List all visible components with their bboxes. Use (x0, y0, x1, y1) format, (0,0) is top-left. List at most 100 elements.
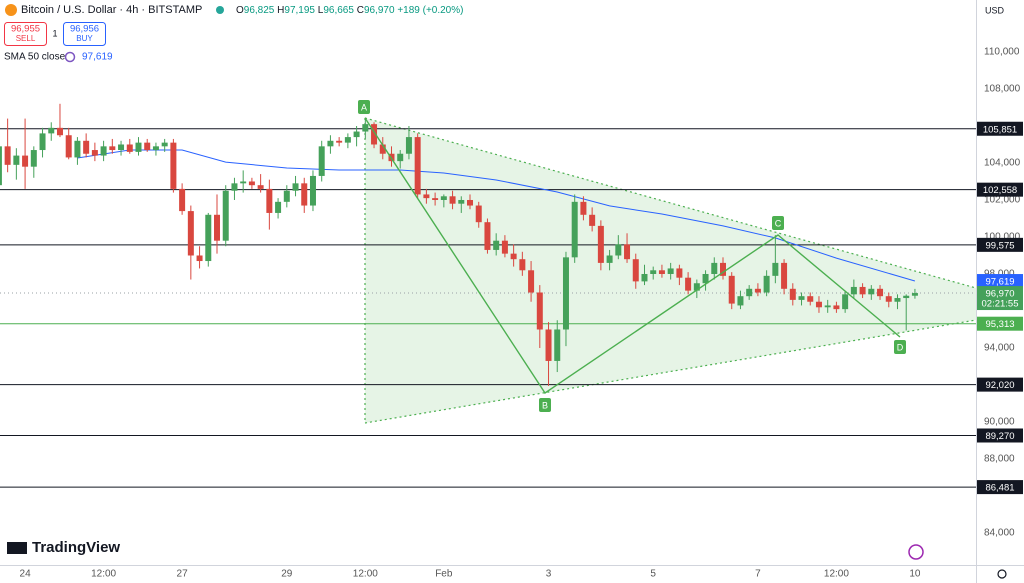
level-tag: 102,558 (983, 185, 1017, 196)
candle-body (56, 127, 63, 136)
sma-line (77, 149, 916, 282)
legend-change: +189 (+0.20%) (397, 5, 463, 16)
candle-body (501, 240, 508, 254)
legend-key: L (318, 5, 324, 16)
level-tag: 89,270 (985, 431, 1014, 442)
candle-body (580, 201, 587, 215)
candle-body (0, 146, 2, 186)
legend-key: O (236, 5, 244, 16)
candle-body (484, 222, 491, 250)
legend-value: 96,970 (364, 5, 395, 16)
candle-body (702, 273, 709, 284)
level-tag: 86,481 (985, 483, 1014, 494)
candle-body (266, 188, 273, 213)
last-price-tag: 96,970 (985, 289, 1014, 300)
level-tag-box (977, 377, 1023, 392)
legend-key: C (357, 5, 364, 16)
candle-body (562, 257, 569, 330)
candle-body (571, 201, 578, 258)
candle-body (728, 275, 735, 304)
candle-body (440, 196, 447, 200)
candle-body (720, 262, 727, 276)
candle-body (414, 137, 421, 195)
candle-body (39, 133, 46, 151)
settings-icon[interactable] (997, 569, 1007, 579)
candle-body (283, 190, 290, 202)
sell-button[interactable] (4, 22, 47, 46)
x-tick-label: 3 (546, 569, 552, 580)
candle-body (240, 181, 247, 184)
x-tick-label: Feb (435, 569, 453, 580)
level-tag: 99,575 (985, 240, 1014, 251)
candle-body (754, 288, 761, 293)
candle-body (763, 275, 770, 293)
candle-body (318, 146, 325, 176)
candle-body (833, 305, 840, 310)
candle-body (214, 214, 221, 241)
candle-body (397, 153, 404, 162)
buy-label: BUY (76, 34, 93, 43)
candle-body (91, 150, 98, 156)
candle-body (126, 144, 133, 152)
candle-body (309, 175, 316, 206)
candle-body (815, 301, 822, 308)
candle-body (885, 296, 892, 302)
candle-body (74, 140, 81, 158)
y-tick-label: 94,000 (984, 343, 1015, 354)
symbol-icon (5, 4, 17, 16)
candle-body (432, 198, 439, 200)
brand: TradingView (32, 539, 120, 556)
level-tag: 95,313 (985, 319, 1014, 330)
pattern-label-box (894, 340, 906, 354)
pattern-label: D (897, 342, 904, 352)
candle-body (772, 262, 779, 276)
last-price-box (977, 286, 1023, 311)
candle-body (624, 244, 631, 260)
candle-body (22, 155, 29, 167)
candle-body (536, 292, 543, 330)
sell-label: SELL (16, 34, 36, 43)
level-tag-box (977, 237, 1023, 252)
candle-body (510, 253, 517, 260)
candle-body (379, 144, 386, 154)
buy-price: 96,956 (70, 24, 99, 35)
y-tick-label: 108,000 (984, 84, 1021, 95)
y-tick-label: 84,000 (984, 528, 1015, 539)
candle-body (405, 137, 412, 154)
buy-button[interactable] (63, 22, 106, 46)
candle-body (205, 214, 212, 262)
y-tick-label: 88,000 (984, 454, 1015, 465)
candle-body (248, 181, 255, 186)
candle-body (597, 225, 604, 263)
candle-body (693, 283, 700, 291)
legend-value: 96,825 (244, 5, 275, 16)
candle-body (170, 142, 177, 189)
pattern-label: C (775, 218, 782, 228)
level-tag: 105,851 (983, 124, 1017, 135)
candle-body (658, 270, 665, 274)
x-tick-label: 10 (909, 569, 921, 580)
candle-body (353, 131, 360, 138)
candle-body (423, 194, 430, 199)
sma-tag-box (977, 274, 1023, 289)
candle-body (545, 329, 552, 361)
candle-body (109, 146, 116, 151)
pattern-label: A (361, 102, 367, 112)
y-tick-label: 102,000 (984, 195, 1021, 206)
legend-key: H (277, 5, 284, 16)
candle-body (371, 124, 378, 145)
ohlc-legend: O96,825 H97,195 L96,665 C96,970 +189 (+0… (236, 5, 463, 16)
candle-body (528, 270, 535, 293)
countdown: 02:21:55 (982, 299, 1019, 310)
candle-body (632, 259, 639, 282)
market-status (216, 6, 224, 14)
candle-body (196, 255, 203, 262)
pattern-label-box (772, 216, 784, 230)
candle-body (65, 135, 72, 158)
level-tag-box (977, 182, 1023, 197)
y-tick-label: 90,000 (984, 417, 1015, 428)
candle-body (911, 293, 918, 296)
candle-body (48, 127, 55, 134)
x-tick-label: 12:00 (353, 569, 378, 580)
